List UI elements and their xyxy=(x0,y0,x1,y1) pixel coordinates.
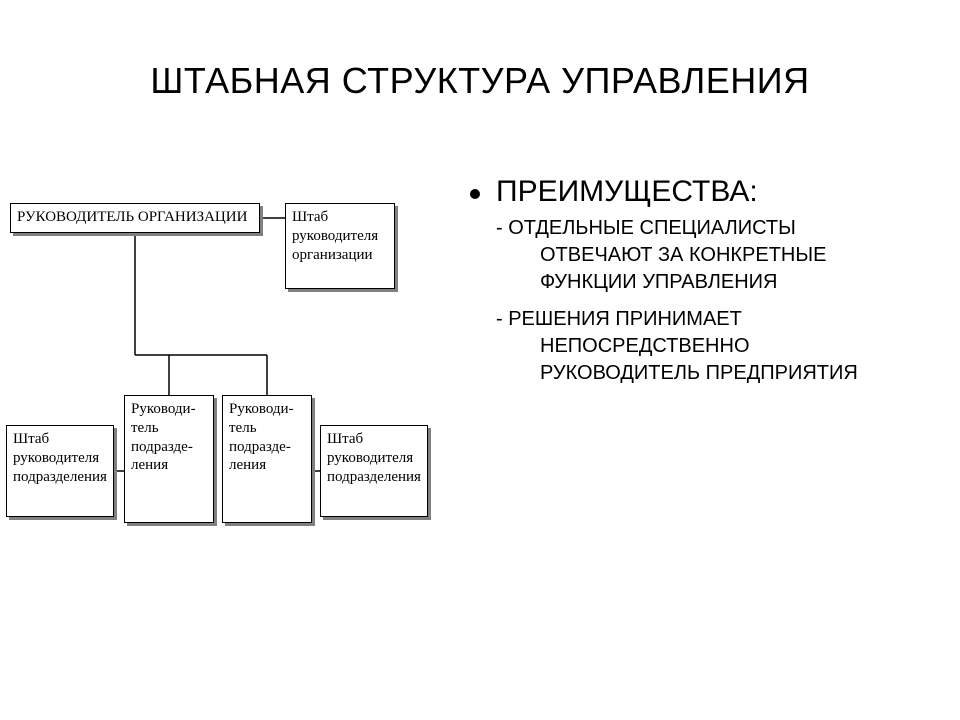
advantage-rest: НЕПОСРЕДСТВЕННО РУКОВОДИТЕЛЬ ПРЕДПРИЯТИЯ xyxy=(540,333,900,387)
bullet-icon xyxy=(470,189,480,199)
advantages-heading: ПРЕИМУЩЕСТВА: xyxy=(496,175,758,209)
advantages-block: ПРЕИМУЩЕСТВА: - ОТДЕЛЬНЫЕ СПЕЦИАЛИСТЫ ОТ… xyxy=(470,175,900,397)
diagram-node-staff_r: Штабруководителяподразделения xyxy=(320,425,428,517)
advantage-item: - ОТДЕЛЬНЫЕ СПЕЦИАЛИСТЫ ОТВЕЧАЮТ ЗА КОНК… xyxy=(496,215,900,296)
advantages-heading-row: ПРЕИМУЩЕСТВА: xyxy=(470,175,900,209)
diagram-node-org_staff: Штабруководителяорганизации xyxy=(285,203,395,289)
diagram-node-org_head: РУКОВОДИТЕЛЬ ОРГАНИЗАЦИИ xyxy=(10,203,260,233)
diagram-node-staff_l: Штабруководителяподразделения xyxy=(6,425,114,517)
slide: ШТАБНАЯ СТРУКТУРА УПРАВЛЕНИЯ ПРЕИМУЩЕСТВ… xyxy=(0,0,960,720)
diagram-node-mgr_r: Руководи-тельподразде-ления xyxy=(222,395,312,523)
advantage-item: - РЕШЕНИЯ ПРИНИМАЕТ НЕПОСРЕДСТВЕННО РУКО… xyxy=(496,306,900,387)
slide-title: ШТАБНАЯ СТРУКТУРА УПРАВЛЕНИЯ xyxy=(0,60,960,102)
advantage-lead: - ОТДЕЛЬНЫЕ СПЕЦИАЛИСТЫ xyxy=(496,217,796,239)
advantage-rest: ОТВЕЧАЮТ ЗА КОНКРЕТНЫЕ ФУНКЦИИ УПРАВЛЕНИ… xyxy=(540,242,900,296)
org-diagram: РУКОВОДИТЕЛЬ ОРГАНИЗАЦИИ Штабруководителя… xyxy=(0,195,460,595)
diagram-node-mgr_l: Руководи-тельподразде-ления xyxy=(124,395,214,523)
advantage-lead: - РЕШЕНИЯ ПРИНИМАЕТ xyxy=(496,308,742,330)
